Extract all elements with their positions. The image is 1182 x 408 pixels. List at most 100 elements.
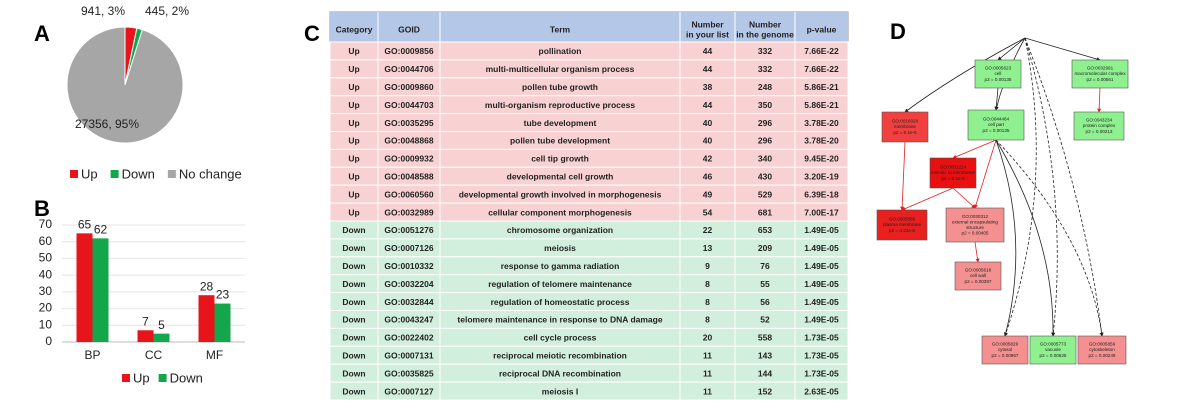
table-cell: 3.20E-19 — [804, 172, 839, 182]
edge — [995, 139, 1104, 337]
table-cell: Up — [348, 136, 359, 146]
bar — [198, 295, 215, 342]
table-row — [329, 381, 849, 401]
table-cell: 5.86E-21 — [804, 82, 839, 92]
node-label: plasma membrane — [883, 222, 921, 227]
pie-slice — [66, 26, 184, 144]
table-cell: 3.78E-20 — [804, 136, 839, 146]
table-cell: 6.39E-18 — [804, 189, 839, 199]
bar — [214, 303, 231, 342]
node-label: GO:0005773 — [1040, 342, 1067, 347]
table-cell: multi-organism reproductive process — [485, 100, 635, 110]
table-cell: GO:0048588 — [384, 172, 433, 182]
edge — [997, 37, 1026, 61]
table-cell: meiosis — [544, 243, 576, 253]
table-cell: 340 — [758, 154, 772, 164]
node-label: GO:0005829 — [992, 342, 1019, 347]
legend-swatch — [110, 170, 119, 178]
table-cell: GO:0010332 — [384, 261, 433, 271]
table-cell: 42 — [703, 154, 713, 164]
table-cell: 11 — [703, 386, 712, 396]
node-label: p2 = 4.22e-6 — [889, 228, 915, 233]
table-cell: 5.86E-21 — [804, 100, 839, 110]
go-node — [881, 111, 929, 143]
table-cell: Down — [342, 279, 365, 289]
edge — [952, 187, 976, 209]
table-cell: Up — [348, 64, 359, 74]
node-label: cell — [995, 71, 1002, 76]
node-label: GO:0043234 — [1086, 118, 1113, 123]
column-header: GOID — [398, 24, 420, 34]
table-cell: 40 — [703, 136, 713, 146]
panel-label: D — [890, 19, 906, 44]
table-cell: 1.49E-05 — [804, 315, 839, 325]
table-cell: 7.00E-17 — [804, 207, 839, 217]
go-node — [1073, 111, 1125, 141]
table-cell: 44 — [703, 100, 713, 110]
node-label: macromolecular complex — [1074, 71, 1126, 76]
column-header: Term — [550, 24, 571, 34]
go-node — [1071, 59, 1129, 89]
table-cell: 430 — [758, 172, 772, 182]
table-cell: Up — [348, 172, 359, 182]
table-cell: 248 — [758, 82, 772, 92]
table-cell: 1.49E-05 — [804, 279, 839, 289]
table-cell: 152 — [758, 386, 772, 396]
legend-swatch — [158, 374, 167, 382]
y-tick-label: 30 — [39, 284, 53, 298]
table-cell: GO:0044703 — [384, 100, 433, 110]
table-cell: 40 — [703, 118, 713, 128]
table-cell: 209 — [758, 243, 772, 253]
table-cell: cellular component morphogenesis — [488, 207, 632, 217]
table-cell: Down — [342, 368, 365, 378]
table-cell: developmental cell growth — [507, 172, 614, 182]
data-label: 65 — [78, 218, 92, 232]
node-label: structure — [966, 225, 984, 230]
column-header: Number — [691, 19, 724, 29]
y-tick-label: 0 — [45, 334, 52, 348]
table-cell: GO:0009856 — [384, 46, 433, 56]
table-cell: 55 — [760, 279, 770, 289]
table-cell: chromosome organization — [507, 225, 613, 235]
node-label: p2 = 0.1e-5 — [941, 176, 965, 181]
go-node — [929, 157, 977, 189]
table-cell: 11 — [703, 368, 712, 378]
edge — [995, 139, 1056, 337]
table-cell: 22 — [703, 225, 713, 235]
table-cell: Down — [342, 333, 365, 343]
edge — [900, 141, 906, 211]
table-cell: 76 — [760, 261, 770, 271]
table-header — [330, 12, 848, 42]
data-label: 7 — [142, 314, 149, 328]
node-label: intrinsic to membrane — [931, 170, 975, 175]
edge — [1024, 37, 1104, 337]
table-cell: GO:0007131 — [384, 351, 433, 361]
table-cell: 653 — [758, 225, 772, 235]
table-cell: GO:0032989 — [384, 207, 433, 217]
table-cell: 529 — [758, 189, 772, 199]
table-cell: GO:0051276 — [384, 225, 433, 235]
table-cell: cell cycle process — [524, 333, 597, 343]
node-label: p2 = 0.00135 — [983, 128, 1010, 133]
table-cell: 350 — [758, 100, 772, 110]
x-tick-label: MF — [206, 348, 223, 362]
table-cell: GO:0032844 — [384, 297, 433, 307]
table-cell: 1.49E-05 — [804, 243, 839, 253]
table-cell: 296 — [758, 136, 772, 146]
panel-label: B — [34, 196, 50, 221]
edge — [974, 139, 997, 209]
table-cell: pollen tube development — [510, 136, 610, 146]
table-cell: pollen tube growth — [522, 82, 598, 92]
table-cell: GO:0032204 — [384, 279, 433, 289]
table-cell: multi-multicellular organism process — [486, 64, 635, 74]
legend-swatch — [167, 170, 176, 178]
edge — [994, 87, 999, 111]
node-label: p2 = 0.00213 — [1086, 129, 1113, 134]
table-cell: response to gamma radiation — [501, 261, 620, 271]
y-tick-label: 50 — [39, 251, 53, 265]
data-label: 5 — [158, 318, 165, 332]
data-label: 28 — [200, 279, 214, 293]
edge — [952, 139, 997, 159]
node-label: p2 = 0.00405 — [962, 231, 989, 236]
y-tick-label: 60 — [39, 234, 53, 248]
